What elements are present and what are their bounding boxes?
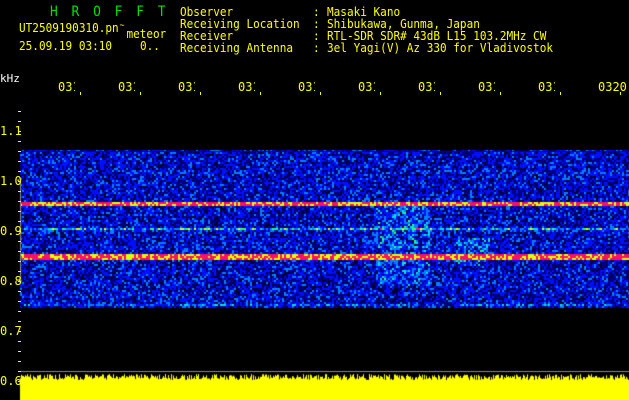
file-suffix: ~ [119,21,125,31]
time-tick [140,92,141,95]
antenna-label: Receiving Antenna [180,41,294,55]
mode-label: meteor [126,27,167,41]
time-tick [200,92,201,95]
time-tick-label: 0312 [118,80,135,94]
y-tick [18,121,21,122]
y-tick [18,241,21,242]
y-tick [18,141,21,142]
antenna-value: 3el Yagi(V) Az 330 for Vladivostok [327,41,553,55]
time-tick [80,92,81,95]
y-tick [18,341,21,342]
time-tick [500,92,501,95]
observer-label: Observer [180,5,234,19]
y-tick [18,191,21,192]
y-tick [18,291,21,292]
time-tick-label: 0320 [598,80,627,94]
y-tick [18,181,21,182]
time-tick [260,92,261,95]
y-tick-label: 0.6 [0,374,22,388]
y-tick-label: 0.9 [0,224,22,238]
y-tick [18,131,21,132]
time-tick-label: 0314 [238,80,255,94]
y-tick [18,321,21,322]
y-tick [18,111,21,112]
receiver-value: RTL-SDR SDR# 43dB L15 103.2MHz CW [327,29,547,43]
y-tick [18,351,21,352]
location-label: Receiving Location [180,17,300,31]
y-tick [18,171,21,172]
location-value: Shibukawa, Gunma, Japan [327,17,480,31]
y-tick [18,381,21,382]
y-tick-label: 1.0 [0,174,22,188]
colon: : [313,17,320,31]
y-tick [18,221,21,222]
y-tick [18,301,21,302]
file-row: UT2509190310.pn ~ meteor [19,21,166,41]
time-tick [440,92,441,95]
y-tick-label: 0.8 [0,274,22,288]
colon: : [313,41,320,55]
time-tick [320,92,321,95]
time-tick-label: 0319 [538,80,555,94]
time-tick-label: 0313 [178,80,195,94]
y-tick [18,151,21,152]
y-tick [18,231,21,232]
y-tick [18,331,21,332]
y-tick [18,361,21,362]
y-tick [18,371,21,372]
time-tick [560,92,561,95]
y-tick [18,211,21,212]
app-title: HROFFT [50,4,180,20]
y-tick [18,161,21,162]
receiver-label: Receiver [180,29,234,43]
time-tick-label: 0315 [298,80,315,94]
y-tick [18,271,21,272]
y-tick-label: 1.1 [0,124,22,138]
time-tick-label: 0318 [478,80,495,94]
y-tick-label: 0.7 [0,324,22,338]
y-tick [18,201,21,202]
time-tick [620,92,621,95]
colon: : [313,5,320,19]
y-tick [18,251,21,252]
status: 0.. [140,39,160,53]
time-tick-label: 0317 [418,80,435,94]
y-tick [18,261,21,262]
time-tick-label: 0311 [58,80,75,94]
time-tick [380,92,381,95]
y-unit: kHz [0,72,20,85]
colon: : [313,29,320,43]
y-tick [18,281,21,282]
datetime: 25.09.19 03:10 [19,39,113,53]
time-tick-label: 0316 [358,80,375,94]
observer-value: Masaki Kano [327,5,401,19]
y-tick [18,311,21,312]
file-name: UT2509190310.pn [19,21,119,35]
